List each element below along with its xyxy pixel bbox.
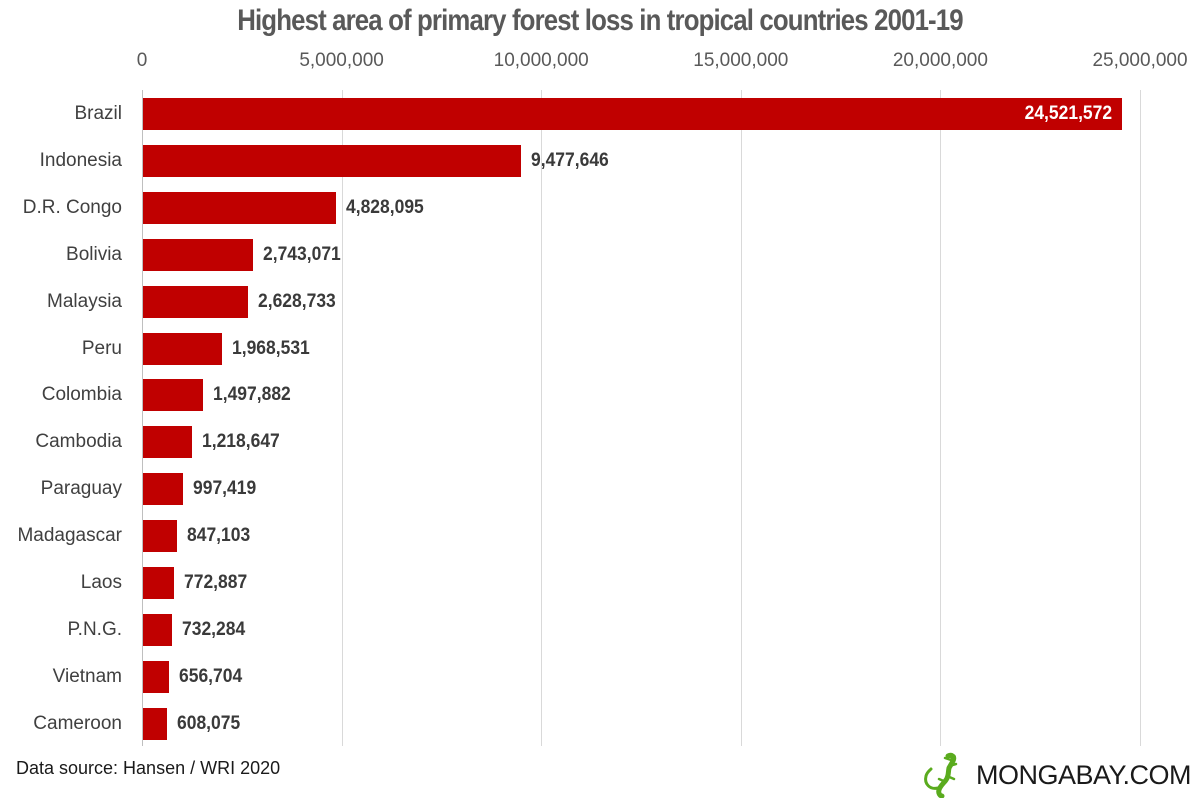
value-label: 2,628,733 [257, 290, 336, 312]
bar[interactable] [143, 567, 174, 599]
x-tick-label: 5,000,000 [299, 50, 384, 71]
bar[interactable] [143, 238, 253, 271]
value-label: 1,968,531 [231, 337, 310, 359]
gridline [341, 90, 343, 746]
category-label: Peru [81, 337, 122, 359]
value-label: 656,704 [179, 665, 243, 687]
bar[interactable] [143, 426, 192, 459]
bar[interactable] [143, 98, 1122, 130]
gridline [740, 90, 742, 746]
category-label: Madagascar [17, 525, 122, 547]
value-label: 9,477,646 [531, 149, 610, 171]
value-label: 1,218,647 [201, 431, 280, 453]
value-label: 772,887 [183, 572, 248, 593]
value-label: 608,075 [177, 712, 241, 734]
category-label: Indonesia [39, 149, 122, 171]
brand-name: MONGABAY.COM [976, 759, 1192, 790]
bar[interactable] [143, 660, 170, 693]
bar[interactable] [143, 332, 222, 365]
x-tick-label: 15,000,000 [693, 50, 789, 71]
value-label: 24,521,572 [1024, 103, 1112, 124]
category-label: Cambodia [35, 431, 122, 453]
bar[interactable] [143, 613, 173, 646]
category-label: Paraguay [40, 478, 122, 500]
category-label: Cameroon [33, 712, 122, 734]
mongabay-brand[interactable]: MONGABAY.COM [918, 752, 1192, 798]
bar[interactable] [143, 379, 203, 412]
bar[interactable] [143, 285, 248, 318]
bar[interactable] [143, 707, 168, 740]
x-tick-label: 10,000,000 [493, 50, 589, 71]
value-label: 847,103 [186, 525, 251, 547]
data-source-note: Data source: Hansen / WRI 2020 [16, 758, 281, 778]
category-label: Vietnam [52, 665, 122, 687]
gridline [940, 90, 942, 746]
category-label: D.R. Congo [22, 196, 122, 218]
bar[interactable] [143, 520, 177, 553]
value-label: 4,828,095 [345, 196, 424, 218]
category-label: Colombia [41, 384, 122, 406]
value-label: 997,419 [192, 478, 257, 500]
chart-title: Highest area of primary forest loss in t… [237, 4, 963, 37]
y-axis-line [142, 90, 143, 746]
category-label: P.N.G. [67, 618, 122, 640]
gecko-logo-icon [924, 752, 958, 798]
value-label: 1,497,882 [212, 384, 291, 406]
gridline [541, 90, 543, 746]
x-tick-label: 20,000,000 [892, 50, 988, 71]
category-label: Bolivia [66, 243, 122, 265]
category-label: Brazil [74, 103, 122, 124]
value-label: 732,284 [182, 618, 246, 640]
bar[interactable] [143, 144, 522, 177]
x-tick-label: 0 [136, 50, 148, 71]
bar[interactable] [143, 191, 336, 224]
category-label: Laos [80, 572, 122, 593]
bar[interactable] [143, 473, 183, 506]
x-tick-label: 25,000,000 [1092, 50, 1188, 71]
value-label: 2,743,071 [262, 243, 341, 265]
gridline [1140, 90, 1141, 746]
category-label: Malaysia [47, 290, 122, 312]
